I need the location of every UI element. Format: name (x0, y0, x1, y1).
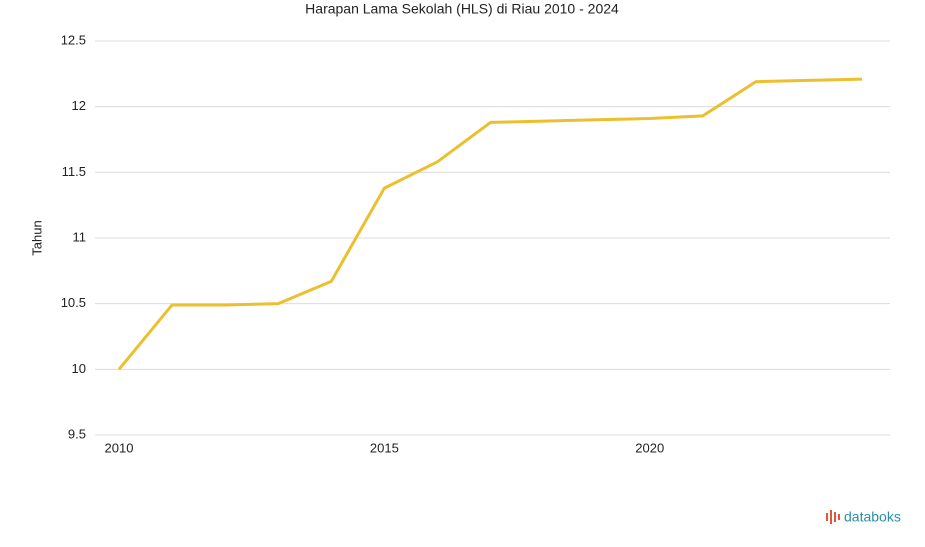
logo-icon (838, 514, 840, 520)
line (117, 77, 863, 371)
x-tick-label: 2015 (370, 440, 399, 455)
logo-icon (830, 510, 832, 524)
chart-title: Harapan Lama Sekolah (HLS) di Riau 2010 … (305, 1, 619, 17)
y-tick-label: 12.5 (61, 32, 86, 47)
watermark: databoks (844, 509, 901, 525)
y-tick-label: 11.5 (62, 164, 86, 179)
y-axis-label: Tahun (29, 220, 44, 255)
y-tick-label: 10 (72, 361, 86, 376)
logo-icon (834, 512, 836, 522)
logo-icon (826, 513, 828, 521)
x-tick-label: 2010 (105, 440, 134, 455)
x-tick-label: 2020 (635, 440, 664, 455)
y-tick-label: 12 (72, 98, 86, 113)
y-tick-label: 10.5 (61, 295, 86, 310)
logo: databoks (826, 509, 901, 525)
y-tick-label: 9.5 (68, 426, 86, 441)
y-tick-label: 11 (73, 229, 87, 244)
